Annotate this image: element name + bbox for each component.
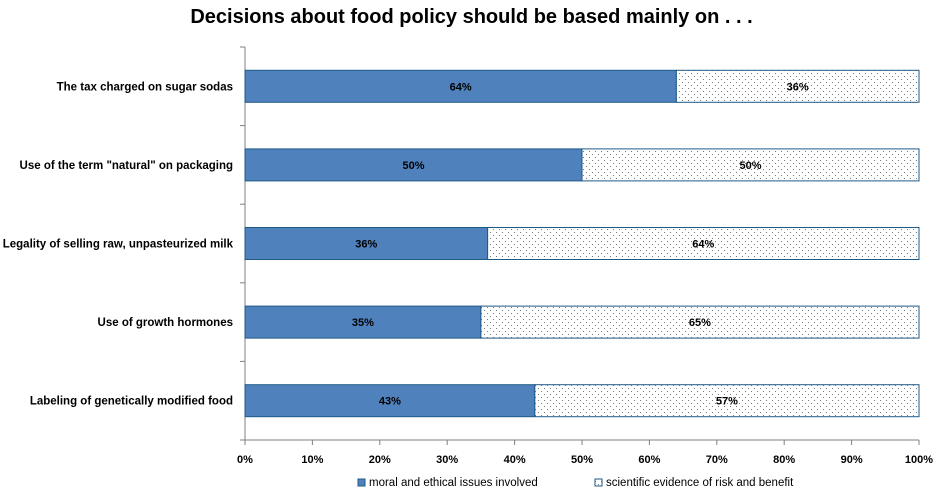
data-label: 35% [352,317,374,329]
bar-segment-series-1 [244,148,583,182]
category-label: Use of growth hormones [98,317,233,329]
data-label: 50% [402,160,424,172]
category-label: The tax charged on sugar sodas [57,81,233,93]
x-tick-label: 80% [773,454,795,466]
data-label: 64% [450,81,472,93]
x-tick-label: 50% [571,454,593,466]
bar-segment-series-1 [244,69,677,103]
category-label: Use of the term "natural" on packaging [20,160,233,172]
x-tick-label: 20% [369,454,391,466]
data-label: 36% [787,81,809,93]
bar-segment-series-2 [480,305,920,339]
x-tick-label: 90% [841,454,863,466]
x-tick-label: 10% [301,454,323,466]
legend-swatch [594,478,603,487]
bar-segment-series-2 [675,69,920,103]
x-tick-label: 0% [237,454,253,466]
legend-label: scientific evidence of risk and benefit [606,477,794,489]
x-tick-label: 60% [638,454,660,466]
data-label: 57% [716,396,738,408]
x-tick-label: 70% [706,454,728,466]
bar-segment-series-2 [534,384,920,418]
data-label: 64% [692,239,714,251]
legend-label: moral and ethical issues involved [369,477,538,489]
x-tick-label: 40% [504,454,526,466]
bar-segment-series-1 [244,227,489,260]
bar-segment-series-2 [487,227,920,260]
x-tick-label: 100% [905,454,933,466]
data-label: 50% [739,160,761,172]
chart-title: Decisions about food policy should be ba… [190,6,753,28]
bar-segment-series-1 [244,384,536,418]
bar-segment-series-1 [244,305,482,339]
data-label: 36% [355,239,377,251]
bar-segment-series-2 [581,148,920,182]
data-label: 43% [379,396,401,408]
category-label: Legality of selling raw, unpasteurized m… [3,239,234,251]
data-label: 65% [689,317,711,329]
x-tick-label: 30% [436,454,458,466]
category-label: Labeling of genetically modified food [30,396,233,408]
legend-swatch [357,478,366,487]
